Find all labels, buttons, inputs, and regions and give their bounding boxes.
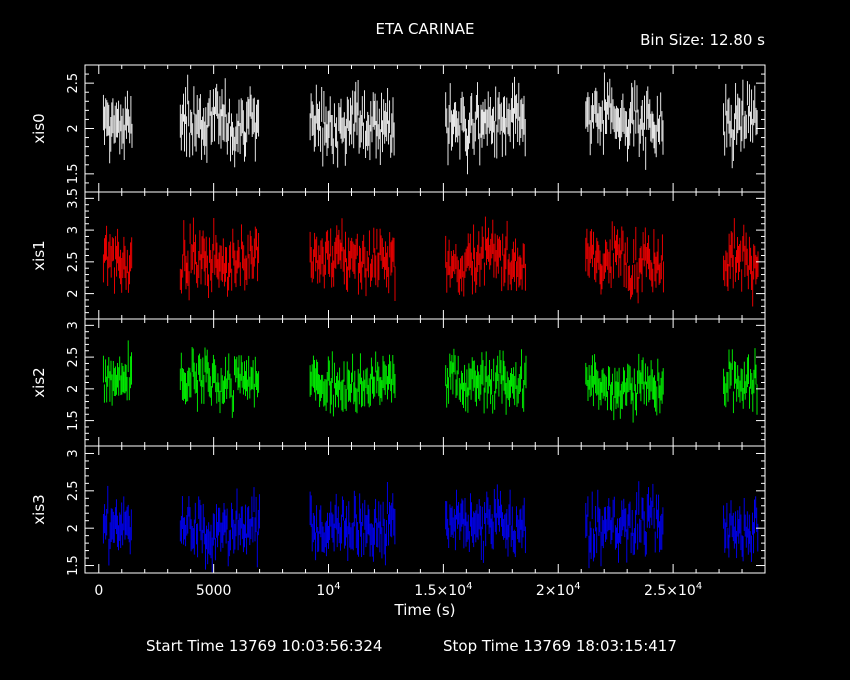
x-tick-label: 2.5×104: [644, 581, 702, 599]
panel-xis3: [102, 481, 759, 573]
xis2-axis-label: xis2: [30, 367, 48, 397]
xis3-x-ticks: [98, 446, 743, 573]
xis3-data-points: [102, 481, 759, 573]
xis1-y-tick-label: 3.5: [66, 188, 81, 209]
x-axis: 0 5000 104 1.5×104 2×104 2.5×104: [94, 581, 702, 599]
panel-xis0: [102, 72, 758, 175]
xis1-x-ticks: [98, 192, 743, 319]
xis0-y-tick-label: 1.5: [66, 164, 81, 185]
xis1-axis-label: xis1: [30, 240, 48, 270]
xis0-data-points: [102, 72, 758, 175]
xis3-y-ticks: 1.5 2 2.5 3: [66, 445, 765, 576]
xis0-y-ticks: 1.5 2 2.5: [66, 64, 765, 193]
xis2-y-tick-label: 2.5: [66, 347, 81, 368]
x-tick-label: 2×104: [536, 581, 581, 599]
xis2-x-ticks: [98, 319, 743, 446]
xis2-y-tick-label: 1.5: [66, 410, 81, 431]
panel-frame-xis3: [84, 445, 766, 574]
x-axis-label: Time (s): [394, 601, 456, 619]
xis1-y-tick-label: 2.5: [66, 252, 81, 273]
xis0-y-tick-label: 2: [66, 124, 81, 132]
xis1-y-ticks: 2 2.5 3 3.5: [66, 188, 765, 320]
panel-xis1: [102, 216, 759, 307]
chart-title: ETA CARINAE: [375, 20, 474, 38]
xis3-y-tick-label: 3: [66, 449, 81, 457]
xis0-axis-label: xis0: [30, 113, 48, 143]
xis2-y-tick-label: 3: [66, 321, 81, 329]
xis0-y-tick-label: 2.5: [66, 73, 81, 94]
xis3-axis-label: xis3: [30, 494, 48, 524]
panel-frame-xis1: [84, 191, 766, 320]
xis3-y-tick-label: 2.5: [66, 480, 81, 501]
x-tick-label: 5000: [196, 583, 232, 599]
xis3-y-tick-label: 2: [66, 524, 81, 532]
xis1-data-points: [102, 216, 759, 307]
stop-time: Stop Time 13769 18:03:15:417: [443, 637, 677, 655]
x-tick-label: 104: [316, 581, 340, 599]
panels: 1.522.5xis022.533.5xis11.522.53xis21.522…: [30, 64, 766, 576]
panel-xis2: [102, 340, 758, 423]
xis2-data-points: [102, 340, 758, 423]
xis2-y-ticks: 1.5 2 2.5 3: [66, 318, 765, 447]
x-tick-label: 0: [94, 583, 103, 599]
start-time: Start Time 13769 10:03:56:324: [146, 637, 382, 655]
bin-size-label: Bin Size: 12.80 s: [640, 31, 765, 49]
x-tick-label: 1.5×104: [414, 581, 472, 599]
xis3-y-tick-label: 1.5: [66, 555, 81, 576]
xis1-y-tick-label: 3: [66, 226, 81, 234]
xis1-y-tick-label: 2: [66, 289, 81, 297]
xis2-y-tick-label: 2: [66, 385, 81, 393]
xis0-x-ticks: [98, 65, 743, 192]
